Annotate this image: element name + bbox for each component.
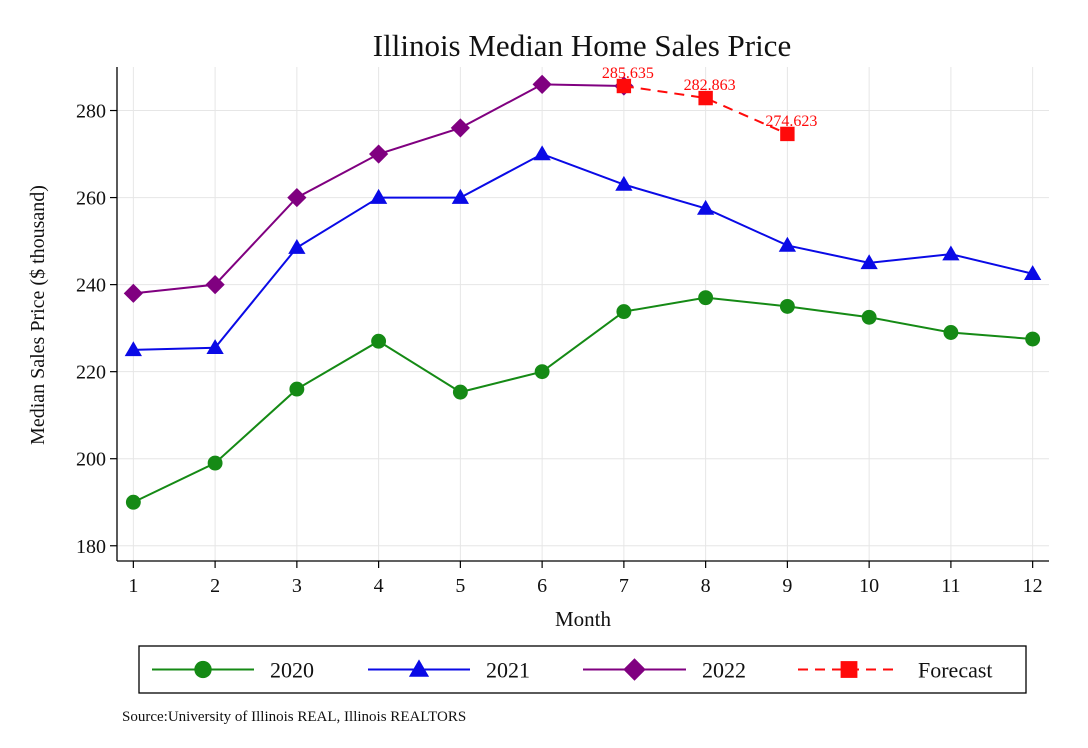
y-tick-label: 260 [76,188,106,210]
point-2021 [124,341,142,357]
legend-marker-2020 [194,660,212,679]
legend-box [138,645,1027,694]
x-tick-label: 11 [941,575,960,597]
x-tick-label: 9 [782,575,792,597]
x-tick-label: 5 [455,575,465,597]
y-tick-label: 220 [76,362,106,384]
x-tick-label: 12 [1023,575,1043,597]
point-2020 [289,381,305,397]
legend-label-forecast: Forecast [918,658,993,683]
point-forecast [780,126,795,142]
data-label: 282.863 [684,77,736,94]
data-labels: 285.635 282.863 274.623 [602,65,818,130]
data-label: 274.623 [765,113,817,130]
x-axis-label: Month [555,607,612,631]
point-forecast [698,90,713,106]
chart-title: Illinois Median Home Sales Price [373,28,791,63]
series-group [123,74,1042,510]
point-2020 [861,309,877,325]
point-2021 [206,339,224,354]
point-2021 [778,236,797,252]
point-2020 [534,364,550,380]
series-line-2020 [132,296,1033,504]
y-tick-label: 180 [76,536,106,558]
point-2022 [287,187,307,208]
y-tick-label: 200 [76,449,106,471]
x-tick-label: 4 [374,575,384,597]
x-tick-label: 1 [128,575,138,597]
point-2020 [616,304,632,320]
point-2020 [125,494,141,510]
y-axis-label: Median Sales Price ($ thousand) [27,185,49,445]
x-tick-label: 10 [859,575,879,597]
point-2022 [532,74,552,95]
x-tick-label: 6 [537,575,547,597]
point-2021 [942,245,960,261]
y-tick-label: 280 [76,101,106,123]
data-label: 285.635 [602,65,654,82]
point-2020 [779,298,795,314]
point-2021 [369,188,388,204]
y-tick-label: 240 [76,275,106,297]
point-2021 [533,145,551,161]
point-2021 [1024,265,1042,280]
point-2020 [207,455,223,471]
point-2021 [288,238,306,254]
point-2022 [369,144,389,164]
point-2020 [371,333,387,349]
point-2021 [696,199,715,215]
point-forecast [616,78,632,94]
point-2022 [205,275,225,295]
point-2021 [451,188,470,204]
legend-label-2022: 2022 [702,658,746,683]
series-line-2021 [133,152,1033,351]
x-tick-label: 7 [619,575,629,597]
point-2020 [698,290,714,306]
x-tick-label: 2 [210,575,220,597]
point-2021 [615,175,633,191]
legend-marker-2021 [408,659,430,677]
series-line-forecast [623,85,788,135]
point-2022 [450,118,470,138]
x-tick-label: 8 [701,575,711,597]
legend-marker-2022 [623,658,646,681]
point-2021 [860,254,878,270]
point-2020 [1025,331,1041,347]
legend-label-2021: 2021 [486,658,530,683]
point-2022 [123,283,143,303]
point-2020 [943,325,959,340]
x-tick-label: 3 [292,575,302,597]
legend-label-2020: 2020 [270,658,314,683]
legend-marker-forecast [840,661,858,678]
legend: 2020 2021 2022 Forecast [138,645,1027,694]
source-note: Source:University of Illinois REAL, Illi… [122,709,467,725]
point-2020 [452,384,468,400]
